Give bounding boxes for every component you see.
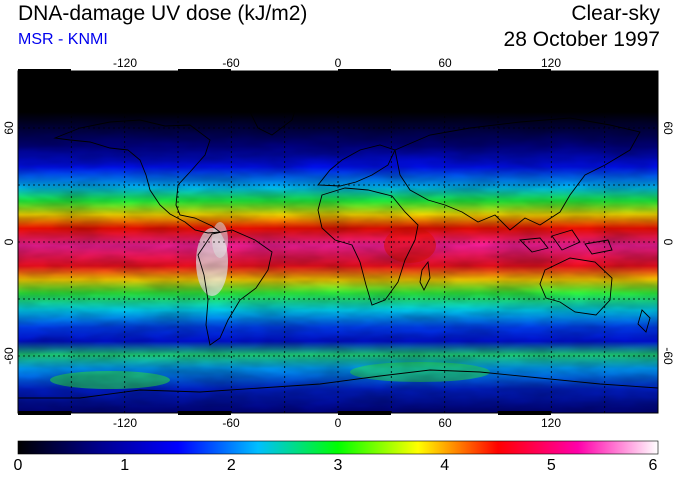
lon-tick-label: 120 [540,56,562,70]
lat-tick-label: -60 [661,347,675,365]
map-border-ticks [18,69,551,415]
lat-tick-label: 60 [2,121,16,135]
date-label: 28 October 1997 [503,28,660,51]
sky-condition-label: Clear-sky [571,2,660,25]
lon-tick-label: 120 [540,416,562,430]
colorbar-tick-label: 3 [333,457,343,474]
coastlines [18,91,658,399]
colorbar-tick-label: 1 [120,457,130,474]
lat-tick-label: 0 [661,238,675,246]
colorbar [17,440,659,455]
lon-tick-label: -120 [112,56,138,70]
lon-tick-label: 60 [438,56,452,70]
colorbar-tick-label: 0 [13,457,23,474]
lon-tick-label: 0 [334,56,342,70]
lon-tick-label: 60 [438,416,452,430]
lon-tick-label: -60 [222,416,240,430]
lon-tick-label: -120 [112,416,138,430]
colorbar-tick-label: 4 [440,457,450,474]
colorbar-tick-label: 6 [648,457,658,474]
lat-tick-label: 60 [661,121,675,135]
colorbar-tick-label: 2 [226,457,236,474]
map-subtitle: MSR - KNMI [18,31,108,48]
lon-tick-label: 0 [334,416,342,430]
lat-tick-label: -60 [2,347,16,365]
lon-tick-label: -60 [222,56,240,70]
lat-tick-label: 0 [2,238,16,246]
map-gridlines [18,71,658,413]
colorbar-tick-label: 5 [546,457,556,474]
map-title: DNA-damage UV dose (kJ/m2) [18,2,308,25]
